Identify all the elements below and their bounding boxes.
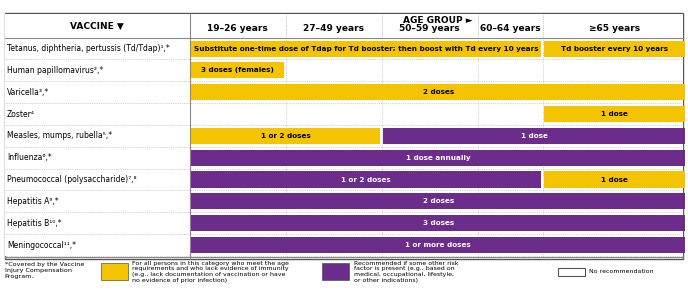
Text: 3 doses: 3 doses [422,220,454,226]
Bar [383,128,685,144]
Text: Human papillomavirus²,*: Human papillomavirus²,* [7,66,103,75]
Bar [5,81,683,103]
Bar [5,234,683,256]
Text: 1 dose: 1 dose [601,111,628,117]
Bar [191,40,541,57]
Text: 50–59 years: 50–59 years [399,24,460,33]
Text: 1 dose: 1 dose [521,133,548,139]
Text: *Covered by the Vaccine
Injury Compensation
Program.: *Covered by the Vaccine Injury Compensat… [5,262,84,279]
Text: Recommended if some other risk
factor is present (e.g., based on
medical, occupa: Recommended if some other risk factor is… [354,261,458,283]
Bar [544,171,685,188]
Bar [5,38,683,59]
Text: 3 doses (females): 3 doses (females) [202,67,275,74]
Text: 1 dose annually: 1 dose annually [406,155,471,161]
Bar [191,150,685,166]
Text: Meningococcal¹¹,*: Meningococcal¹¹,* [7,241,76,250]
Text: No recommendation: No recommendation [590,269,654,274]
Text: Substitute one-time dose of Tdap for Td booster; then boost with Td every 10 yea: Substitute one-time dose of Tdap for Td … [194,46,539,52]
Bar [5,125,683,147]
Text: AGE GROUP ►: AGE GROUP ► [403,16,473,25]
Bar [5,13,683,259]
Text: Hepatitis A⁹,*: Hepatitis A⁹,* [7,197,58,206]
Bar [5,103,683,125]
Bar [100,263,128,280]
Text: Measles, mumps, rubella⁵,*: Measles, mumps, rubella⁵,* [7,131,112,140]
Text: 27–49 years: 27–49 years [303,24,364,33]
Bar [5,59,683,81]
Text: 2 doses: 2 doses [422,89,454,95]
Bar [5,147,683,168]
Text: 1 or 2 doses: 1 or 2 doses [261,133,310,139]
Text: For all persons in this category who meet the age
requirements and who lack evid: For all persons in this category who mee… [132,261,289,283]
Bar [544,40,685,57]
Text: 1 or 2 doses: 1 or 2 doses [341,176,391,183]
Text: 19–26 years: 19–26 years [207,24,268,33]
Bar [191,62,284,79]
Text: Td booster every 10 years: Td booster every 10 years [561,46,668,52]
Bar [5,168,683,190]
Text: Hepatitis B¹⁰,*: Hepatitis B¹⁰,* [7,219,61,228]
Text: 60–64 years: 60–64 years [480,24,541,33]
Bar [544,106,685,122]
Text: Influenza⁶,*: Influenza⁶,* [7,153,52,162]
Text: Varicella³,*: Varicella³,* [7,88,49,97]
Bar [5,14,683,38]
Text: Pneumococcal (polysaccharide)⁷,⁸: Pneumococcal (polysaccharide)⁷,⁸ [7,175,136,184]
Bar [322,263,350,280]
Text: Zoster⁴: Zoster⁴ [7,110,35,119]
Text: Tetanus, diphtheria, pertussis (Td/Tdap)¹,*: Tetanus, diphtheria, pertussis (Td/Tdap)… [7,44,170,53]
Bar [5,212,683,234]
Bar [191,84,685,100]
Text: 1 dose: 1 dose [601,176,628,183]
Text: VACCINE ▼: VACCINE ▼ [70,22,125,30]
Bar [191,237,685,253]
Text: 2 doses: 2 doses [422,198,454,204]
Bar [191,171,541,188]
Bar [191,128,380,144]
Bar [191,193,685,209]
Bar [558,268,585,276]
Text: 1 or more doses: 1 or more doses [405,242,471,248]
Text: ≥65 years: ≥65 years [589,24,641,33]
Bar [5,190,683,212]
Bar [191,215,685,231]
